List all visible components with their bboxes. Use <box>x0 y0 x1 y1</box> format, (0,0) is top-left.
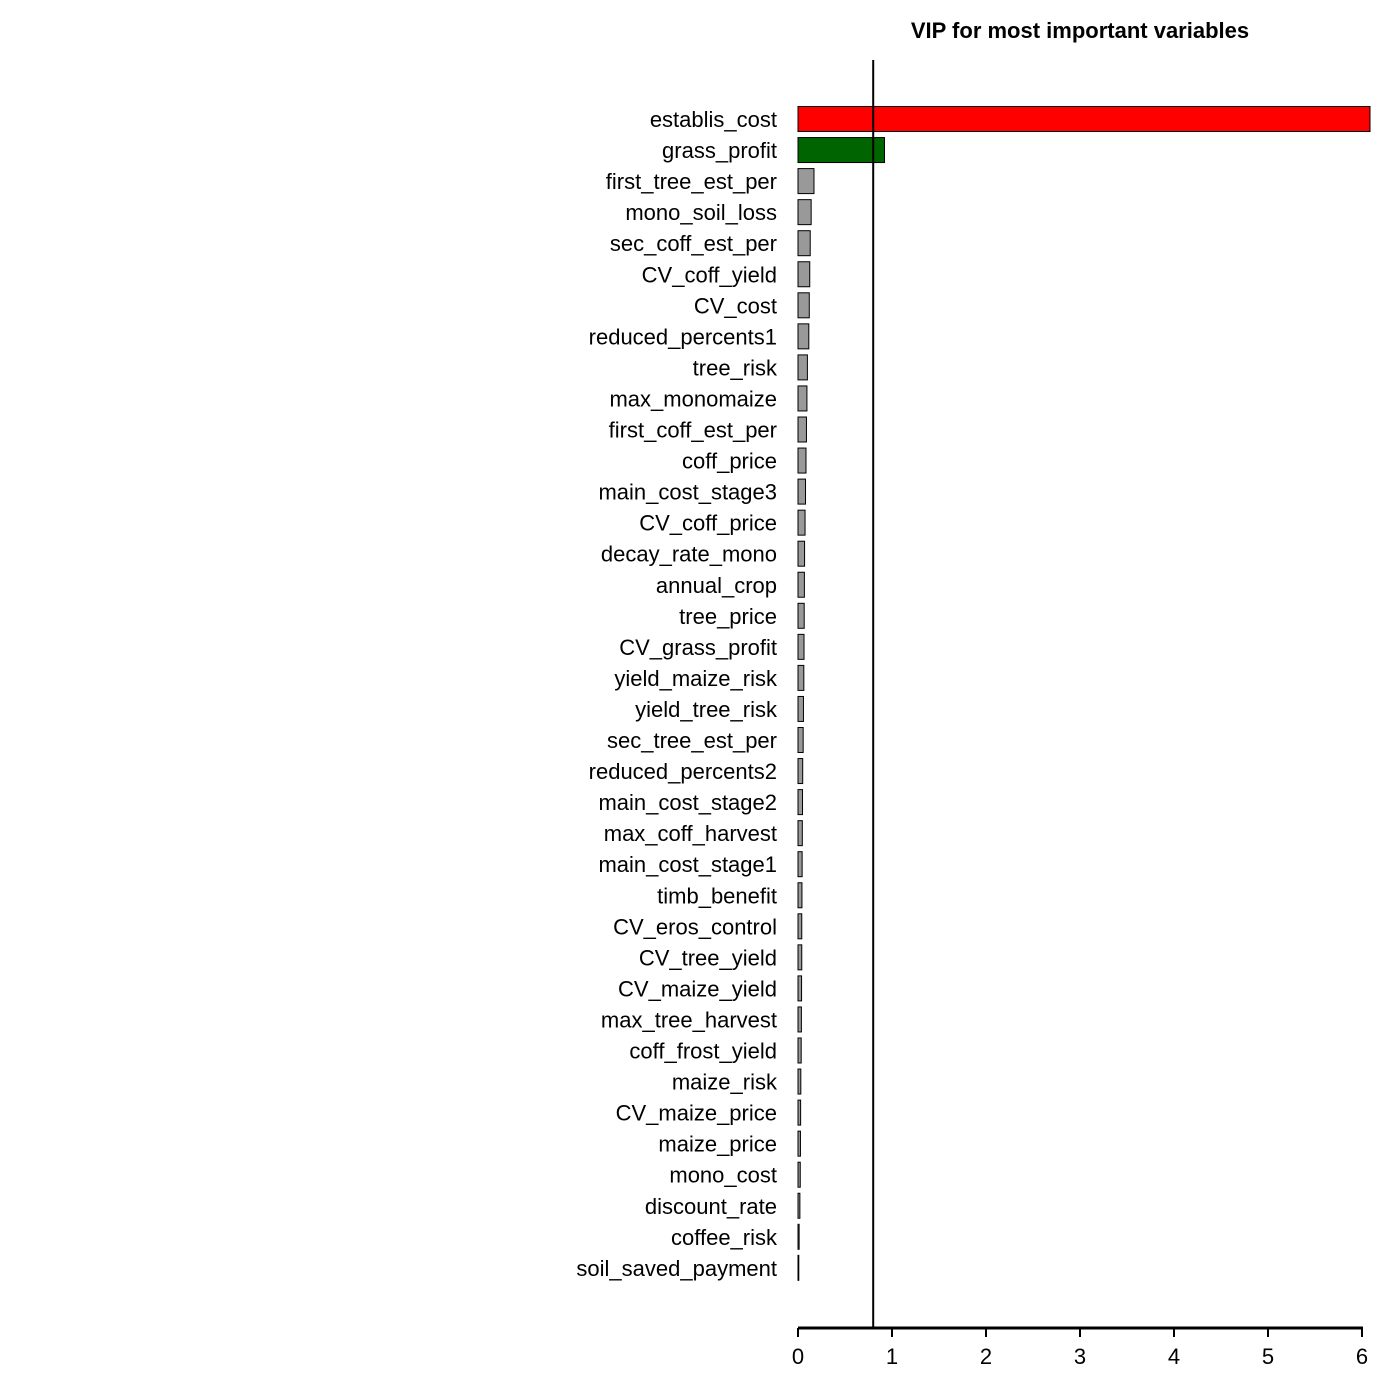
bar-sec-tree-est-per <box>797 727 804 753</box>
x-tick-label: 2 <box>980 1344 992 1369</box>
category-label: coff_frost_yield <box>629 1039 777 1064</box>
category-label: yield_tree_risk <box>635 697 778 722</box>
bar-discount-rate <box>797 1192 801 1219</box>
category-label: soil_saved_payment <box>576 1256 777 1281</box>
bar-coff-frost-yield <box>797 1037 802 1064</box>
bar-soil-saved-payment <box>797 1254 800 1281</box>
category-label: CV_grass_profit <box>619 635 777 660</box>
bar-first-coff-est-per <box>797 416 807 443</box>
category-label: main_cost_stage2 <box>598 790 777 815</box>
category-label: decay_rate_mono <box>601 542 777 567</box>
bar-max-tree-harvest <box>797 1006 802 1033</box>
category-label: sec_tree_est_per <box>607 728 777 753</box>
category-label: CV_maize_yield <box>618 976 777 1001</box>
bar-mono-cost <box>797 1161 801 1188</box>
bar-establis-cost <box>797 106 1371 132</box>
x-tick-label: 4 <box>1168 1344 1180 1369</box>
category-label: first_coff_est_per <box>609 418 777 443</box>
category-label: timb_benefit <box>657 883 777 908</box>
chart-title: VIP for most important variables <box>911 18 1249 43</box>
bar-annual-crop <box>797 571 805 598</box>
bar-first-tree-est-per <box>797 168 815 195</box>
x-tick-label: 1 <box>886 1344 898 1369</box>
category-label: max_monomaize <box>609 386 777 411</box>
category-label: CV_coff_price <box>639 511 777 536</box>
category-label: maize_price <box>658 1132 777 1157</box>
category-label: tree_risk <box>693 355 778 380</box>
category-label: maize_risk <box>672 1070 778 1095</box>
bar-main-cost-stage1 <box>797 851 803 878</box>
category-label: main_cost_stage1 <box>598 852 777 877</box>
category-label: sec_coff_est_per <box>610 231 777 256</box>
bar-sec-coff-est-per <box>797 230 811 257</box>
bar-main-cost-stage2 <box>797 789 804 816</box>
category-label: CV_eros_control <box>613 914 777 939</box>
category-label: main_cost_stage3 <box>598 480 777 505</box>
bar-CV-maize-yield <box>797 975 803 1002</box>
category-label: CV_maize_price <box>616 1101 777 1126</box>
category-label: establis_cost <box>650 107 777 132</box>
bar-tree-risk <box>797 354 808 381</box>
category-label: CV_cost <box>694 293 777 318</box>
category-label: mono_cost <box>669 1163 777 1188</box>
bar-CV-coff-yield <box>797 261 811 288</box>
bar-max-monomaize <box>797 385 808 412</box>
x-tick-label: 3 <box>1074 1344 1086 1369</box>
bar-coff-price <box>797 447 807 474</box>
x-tick-label: 5 <box>1262 1344 1274 1369</box>
bar-CV-cost <box>797 292 810 319</box>
bar-main-cost-stage3 <box>797 478 807 505</box>
bar-CV-eros-control <box>797 913 803 940</box>
category-label: annual_crop <box>656 573 777 598</box>
category-label: grass_profit <box>662 138 777 163</box>
x-tick-label: 0 <box>792 1344 804 1369</box>
category-label: mono_soil_loss <box>625 200 777 225</box>
category-label: discount_rate <box>645 1194 777 1219</box>
category-label: first_tree_est_per <box>606 169 777 194</box>
bar-timb-benefit <box>797 882 803 909</box>
category-label: max_tree_harvest <box>601 1007 777 1032</box>
bar-reduced-percents2 <box>797 758 804 785</box>
bar-max-coff-harvest <box>797 820 803 847</box>
x-tick-label: 6 <box>1356 1344 1368 1369</box>
category-label: CV_coff_yield <box>642 262 777 287</box>
bar-grass-profit <box>797 137 885 164</box>
category-label: reduced_percents2 <box>589 759 777 784</box>
bar-yield-tree-risk <box>797 695 804 722</box>
x-axis: 0 1 2 3 4 5 6 <box>792 1326 1368 1369</box>
category-label: reduced_percents1 <box>589 324 777 349</box>
bar-yield-maize-risk <box>797 664 805 691</box>
bar-CV-coff-price <box>797 509 806 536</box>
bar-maize-price <box>797 1130 801 1157</box>
bar-tree-price <box>797 602 805 629</box>
bar-CV-tree-yield <box>797 944 803 971</box>
bar-reduced-percents1 <box>797 323 810 350</box>
category-label: CV_tree_yield <box>639 945 777 970</box>
bar-coffee-risk <box>797 1223 800 1250</box>
category-label: coff_price <box>682 449 777 474</box>
category-label: coffee_risk <box>671 1225 778 1250</box>
bar-decay-rate-mono <box>797 540 806 567</box>
bar-maize-risk <box>797 1068 802 1095</box>
category-label: max_coff_harvest <box>604 821 777 846</box>
category-label: tree_price <box>679 604 777 629</box>
bar-CV-grass-profit <box>797 633 805 660</box>
bar-mono-soil-loss <box>797 199 812 226</box>
category-label: yield_maize_risk <box>614 666 778 691</box>
bars-group <box>797 106 1371 1281</box>
bar-CV-maize-price <box>797 1099 802 1126</box>
category-labels: establis_cost grass_profit first_tree_est_… <box>576 107 778 1281</box>
